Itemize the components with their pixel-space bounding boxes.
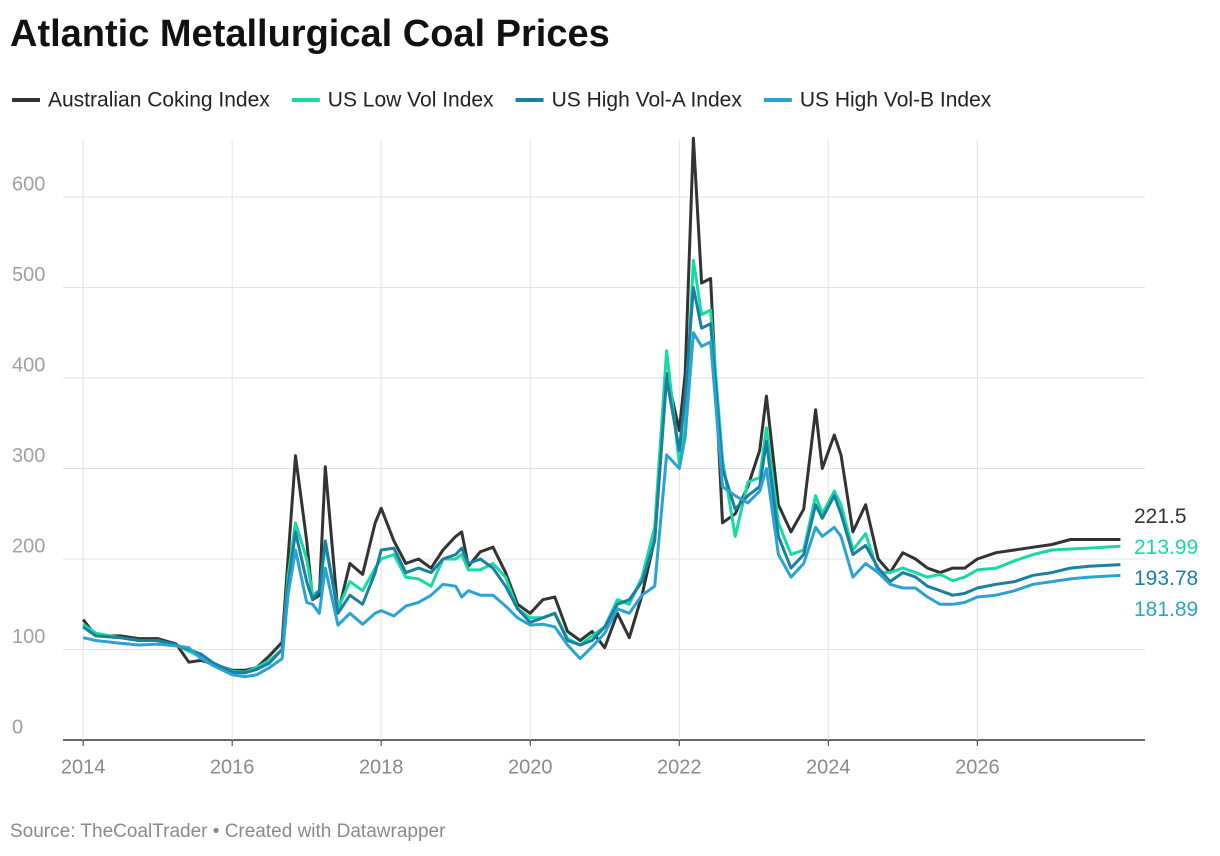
y-tick-label: 400 (12, 354, 45, 376)
end-value-label: 193.78 (1134, 567, 1198, 590)
legend-label: US High Vol-A Index (552, 89, 743, 112)
x-tick-label: 2018 (359, 756, 404, 778)
x-tick-label: 2026 (955, 756, 1000, 778)
y-tick-label: 200 (12, 535, 45, 557)
x-tick-label: 2020 (508, 756, 553, 778)
end-value-label: 181.89 (1134, 598, 1198, 621)
series-line (81, 136, 1121, 672)
y-tick-label: 0 (12, 716, 23, 738)
chart-title: Atlantic Metallurgical Coal Prices (10, 13, 610, 55)
end-value-label: 221.5 (1134, 505, 1187, 528)
series-line (82, 331, 1121, 679)
x-tick-label: 2024 (806, 756, 851, 778)
legend-label: US Low Vol Index (328, 89, 494, 112)
series-line (82, 258, 1121, 674)
x-tick-label: 2014 (61, 756, 106, 778)
x-tick-label: 2016 (210, 756, 255, 778)
y-tick-label: 500 (12, 264, 45, 286)
y-tick-label: 300 (12, 445, 45, 467)
source-note: Source: TheCoalTrader • Created with Dat… (10, 821, 446, 842)
y-tick-label: 600 (12, 173, 45, 195)
series-line (82, 286, 1121, 675)
legend-label: Australian Coking Index (48, 89, 270, 112)
y-tick-label: 100 (12, 626, 45, 648)
x-tick-label: 2022 (657, 756, 702, 778)
legend-label: US High Vol-B Index (800, 89, 992, 112)
end-value-label: 213.99 (1134, 536, 1198, 559)
